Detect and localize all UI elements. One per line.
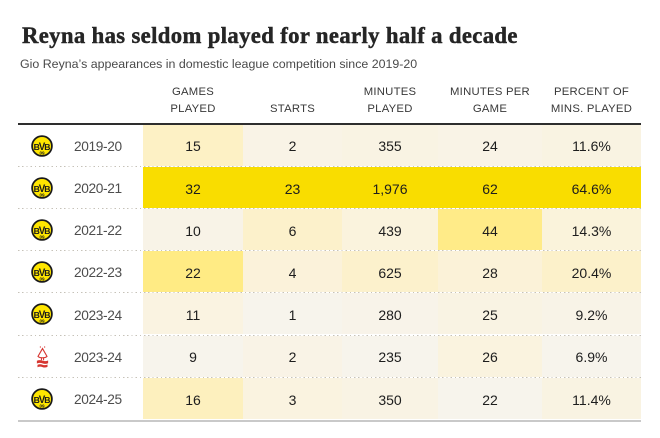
svg-text:09: 09 [39, 277, 45, 282]
svg-text:09: 09 [39, 403, 45, 408]
svg-text:V: V [39, 183, 46, 194]
svg-text:B: B [34, 226, 40, 236]
svg-text:B: B [44, 226, 50, 236]
svg-text:B: B [44, 395, 50, 405]
svg-text:B: B [44, 184, 50, 194]
svg-text:V: V [39, 226, 46, 237]
svg-text:B: B [44, 268, 50, 278]
svg-text:B: B [34, 184, 40, 194]
svg-text:09: 09 [39, 235, 45, 240]
svg-text:B: B [44, 310, 50, 320]
svg-text:V: V [39, 394, 46, 405]
svg-text:B: B [34, 310, 40, 320]
svg-text:B: B [44, 142, 50, 152]
svg-text:V: V [39, 310, 46, 321]
svg-text:V: V [39, 141, 46, 152]
svg-text:B: B [34, 268, 40, 278]
svg-text:B: B [34, 142, 40, 152]
svg-text:B: B [34, 395, 40, 405]
svg-text:09: 09 [39, 319, 45, 324]
svg-text:09: 09 [39, 150, 45, 155]
svg-text:09: 09 [39, 192, 45, 197]
svg-text:V: V [39, 268, 46, 279]
